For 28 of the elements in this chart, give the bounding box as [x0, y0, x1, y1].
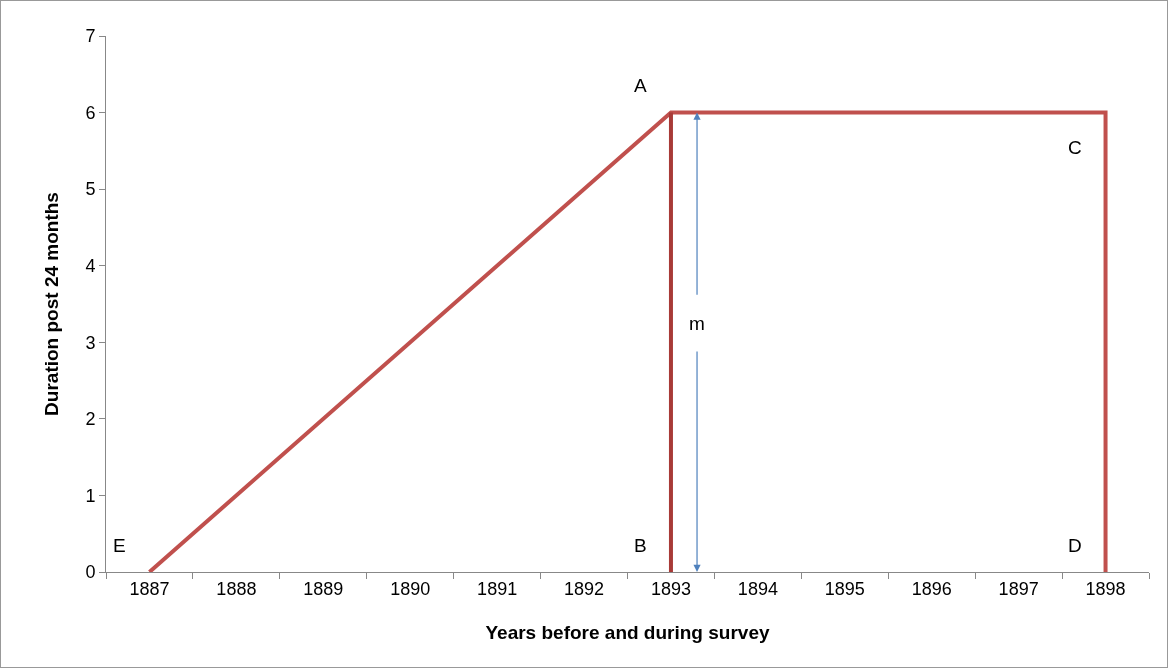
x-tick-label: 1888 — [216, 578, 257, 599]
y-tick-label: 5 — [85, 179, 96, 200]
x-axis-title: Years before and during survey — [485, 622, 770, 643]
y-tick-label: 7 — [85, 26, 96, 47]
x-tick-label: 1898 — [1085, 578, 1126, 599]
y-tick-label: 6 — [85, 102, 96, 123]
y-axis-title: Duration post 24 months — [41, 192, 62, 416]
x-tick-label: 1892 — [564, 578, 605, 599]
y-tick-label: 1 — [85, 485, 96, 506]
x-tick-label: 1896 — [911, 578, 952, 599]
annotation: A — [634, 75, 647, 96]
x-tick-label: 1891 — [477, 578, 518, 599]
x-tick-label: 1889 — [303, 578, 344, 599]
x-tick-label: 1894 — [737, 578, 778, 599]
x-tick-label: 1895 — [824, 578, 865, 599]
annotation: E — [113, 535, 126, 556]
y-tick-label: 3 — [85, 332, 96, 353]
annotation: B — [634, 535, 647, 556]
x-tick-label: 1893 — [650, 578, 691, 599]
y-tick-label: 0 — [85, 562, 96, 583]
annotation: m — [689, 313, 705, 334]
x-tick-label: 1887 — [129, 578, 170, 599]
x-tick-label: 1890 — [390, 578, 431, 599]
y-tick-label: 4 — [85, 256, 96, 277]
y-tick-label: 2 — [85, 409, 96, 430]
annotation: D — [1068, 535, 1082, 556]
x-tick-label: 1897 — [998, 578, 1039, 599]
annotation: C — [1068, 137, 1082, 158]
